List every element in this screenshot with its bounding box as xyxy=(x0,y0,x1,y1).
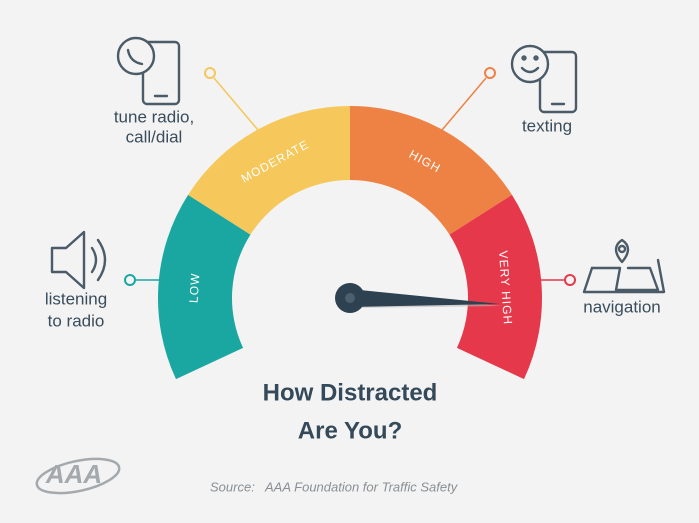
map-icon xyxy=(582,238,666,294)
activity-label: to radio xyxy=(48,311,105,330)
activity-label: listening xyxy=(45,289,107,308)
speaker-icon xyxy=(50,230,107,290)
activity-label: call/dial xyxy=(126,127,183,146)
segment-label: VERY HIGH xyxy=(496,250,515,325)
phone-call-icon xyxy=(116,36,181,106)
logo-text: AAA xyxy=(45,459,102,489)
gauge-segment xyxy=(157,194,251,380)
activity-label: texting xyxy=(522,116,572,135)
connectors xyxy=(124,67,576,286)
gauge-segment xyxy=(350,106,512,235)
segment-label: LOW xyxy=(187,272,203,303)
activity-label: navigation xyxy=(583,297,661,316)
phone-text-icon xyxy=(510,44,578,114)
title: How Distracted xyxy=(263,379,438,406)
needle-hub-center xyxy=(345,293,355,303)
gauge-segment xyxy=(449,194,542,380)
activity-label: tune radio, xyxy=(114,107,194,126)
source-name: AAA Foundation for Traffic Safety xyxy=(264,479,459,494)
source-prefix: Source: xyxy=(210,479,255,494)
title: Are You? xyxy=(298,417,402,444)
gauge-segment xyxy=(188,106,350,235)
needle xyxy=(350,289,500,307)
logo: AAA xyxy=(35,457,121,495)
